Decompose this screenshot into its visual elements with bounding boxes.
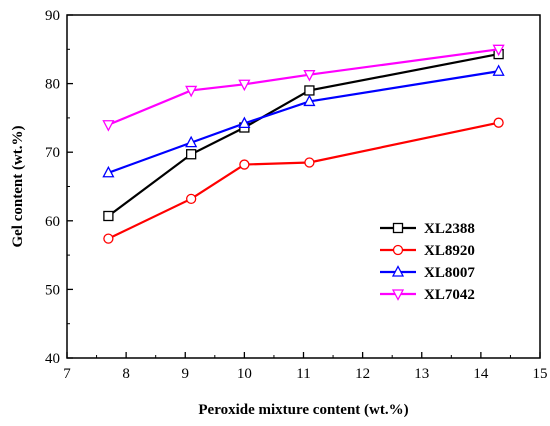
legend-marker bbox=[391, 289, 405, 301]
data-point-xl7042 bbox=[185, 85, 198, 98]
data-point-xl8007 bbox=[238, 116, 251, 129]
y-tick-label: 40 bbox=[45, 351, 60, 367]
legend-item-xl2388: XL2388 bbox=[380, 221, 475, 237]
x-tick-label: 10 bbox=[237, 366, 252, 382]
x-tick-label: 12 bbox=[355, 366, 370, 382]
data-point-xl8007 bbox=[102, 165, 115, 178]
data-point-xl7042 bbox=[303, 70, 316, 82]
data-point-xl8007 bbox=[185, 135, 198, 148]
series-xl7042 bbox=[102, 44, 505, 132]
series-line-xl7042 bbox=[107, 48, 499, 126]
plot-area-border bbox=[66, 14, 541, 359]
y-axis-title: Gel content (wt.%) bbox=[10, 125, 26, 247]
tick-layer: 7 8 9 10 11 12 13 14 15 40 50 60 70 80 90 bbox=[45, 8, 548, 382]
legend-marker bbox=[391, 265, 405, 277]
series-xl8920 bbox=[103, 117, 504, 244]
data-point-xl8920 bbox=[239, 159, 250, 170]
x-tick-label: 8 bbox=[122, 366, 130, 382]
legend-item-xl8920: XL8920 bbox=[380, 243, 475, 259]
x-tick-label: 14 bbox=[473, 366, 489, 382]
legend-marker bbox=[392, 222, 404, 234]
series-xl8007 bbox=[102, 64, 505, 178]
x-tick-label: 15 bbox=[533, 366, 548, 382]
data-point-xl8920 bbox=[493, 117, 504, 128]
y-tick-label: 90 bbox=[45, 8, 60, 24]
legend: XL2388 XL8920 XL8007 XL7042 bbox=[380, 221, 475, 303]
series-layer bbox=[102, 44, 505, 244]
y-tick-label: 60 bbox=[45, 214, 60, 230]
y-tick-label: 80 bbox=[45, 77, 60, 93]
legend-label: XL8920 bbox=[424, 243, 475, 259]
x-tick-label: 13 bbox=[414, 366, 429, 382]
data-point-xl8920 bbox=[186, 193, 197, 204]
data-point-xl2388 bbox=[186, 149, 197, 160]
data-point-xl7042 bbox=[238, 79, 251, 92]
data-point-xl7042 bbox=[102, 120, 115, 132]
x-tick-label: 11 bbox=[296, 366, 310, 382]
x-axis-title: Peroxide mixture content (wt.%) bbox=[198, 402, 408, 418]
y-tick-label: 50 bbox=[45, 282, 60, 298]
legend-label: XL7042 bbox=[424, 287, 475, 303]
data-point-xl7042 bbox=[492, 44, 505, 57]
legend-item-xl8007: XL8007 bbox=[380, 265, 475, 281]
data-point-xl8007 bbox=[303, 94, 316, 107]
series-line-xl8007 bbox=[108, 70, 499, 174]
legend-item-xl7042: XL7042 bbox=[380, 287, 475, 303]
data-point-xl2388 bbox=[304, 85, 315, 96]
data-point-xl8920 bbox=[304, 157, 315, 168]
legend-label: XL2388 bbox=[424, 221, 475, 237]
x-tick-label: 9 bbox=[182, 366, 190, 382]
y-tick-label: 70 bbox=[45, 145, 60, 161]
data-point-xl8920 bbox=[103, 233, 114, 244]
plot-frame bbox=[66, 14, 541, 359]
x-tick-label: 7 bbox=[63, 366, 71, 382]
data-point-xl8007 bbox=[492, 64, 505, 76]
legend-label: XL8007 bbox=[424, 265, 475, 281]
data-point-xl2388 bbox=[103, 210, 114, 222]
legend-marker bbox=[392, 244, 404, 256]
